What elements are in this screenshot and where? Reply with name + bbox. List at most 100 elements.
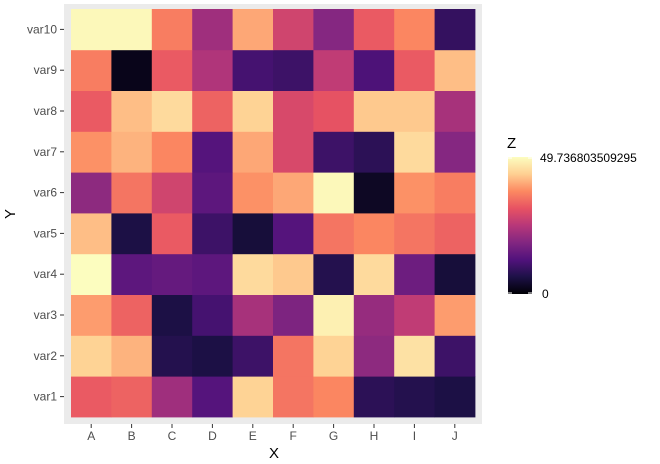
heatmap-cell-A-var6 (71, 172, 112, 214)
x-tick-label: D (208, 429, 217, 443)
y-tick-label: var7 (34, 145, 58, 159)
heatmap-cell-I-var9 (394, 49, 435, 91)
heatmap-cell-A-var4 (71, 253, 112, 295)
heatmap-cell-I-var5 (394, 213, 435, 255)
heatmap-cell-G-var8 (313, 90, 355, 132)
heatmap-cell-B-var9 (111, 49, 153, 91)
heatmap-cell-B-var4 (111, 253, 153, 295)
y-tick-label: var1 (34, 390, 58, 404)
heatmap-cell-F-var4 (273, 253, 314, 295)
y-tick-label: var9 (34, 63, 58, 77)
heatmap-cell-J-var5 (434, 213, 476, 255)
heatmap-cell-B-var6 (111, 172, 153, 214)
heatmap-cell-E-var1 (232, 376, 274, 418)
heatmap-cell-C-var2 (151, 335, 193, 377)
legend-min-label: 0 (542, 287, 549, 301)
x-tick-label: F (290, 429, 297, 443)
heatmap-cell-E-var8 (232, 90, 274, 132)
heatmap-cell-F-var5 (273, 213, 314, 255)
heatmap-cell-E-var10 (232, 9, 274, 51)
x-tick-label: J (452, 429, 458, 443)
heatmap-cell-D-var1 (192, 376, 233, 418)
heatmap-cell-I-var4 (394, 253, 435, 295)
heatmap-cell-C-var8 (151, 90, 193, 132)
heatmap-cell-C-var6 (151, 172, 193, 214)
heatmap-cell-D-var7 (192, 131, 233, 173)
y-tick-label: var10 (27, 22, 57, 36)
heatmap-cell-H-var5 (353, 213, 395, 255)
heatmap-cell-J-var6 (434, 172, 476, 214)
heatmap-cell-D-var4 (192, 253, 233, 295)
x-tick-label: H (370, 429, 379, 443)
heatmap-cell-F-var6 (273, 172, 314, 214)
legend: Z 49.736803509295 0 (507, 135, 637, 301)
heatmap-cell-G-var4 (313, 253, 355, 295)
x-axis: A B C D E F G H I J (87, 424, 458, 443)
heatmap-cell-A-var1 (71, 376, 112, 418)
heatmap-cell-B-var2 (111, 335, 153, 377)
heatmap-cell-F-var8 (273, 90, 314, 132)
heatmap-cell-J-var2 (434, 335, 476, 377)
heatmap-cell-H-var9 (353, 49, 395, 91)
heatmap-cells (71, 9, 476, 418)
heatmap-cell-G-var3 (313, 294, 355, 336)
heatmap-cell-D-var3 (192, 294, 233, 336)
heatmap-cell-E-var5 (232, 213, 274, 255)
heatmap-cell-C-var10 (151, 9, 193, 51)
heatmap-cell-H-var1 (353, 376, 395, 418)
heatmap-cell-F-var2 (273, 335, 314, 377)
heatmap-cell-J-var1 (434, 376, 476, 418)
heatmap-cell-A-var3 (71, 294, 112, 336)
x-tick-label: I (413, 429, 416, 443)
heatmap-cell-F-var3 (273, 294, 314, 336)
y-axis: var1 var2 var3 var4 var5 var6 var7 var8 var9 var1… (27, 22, 64, 404)
heatmap-cell-I-var2 (394, 335, 435, 377)
heatmap-cell-E-var2 (232, 335, 274, 377)
heatmap-cell-C-var4 (151, 253, 193, 295)
heatmap-cell-B-var7 (111, 131, 153, 173)
heatmap-cell-A-var5 (71, 213, 112, 255)
heatmap-cell-J-var3 (434, 294, 476, 336)
y-axis-title: Y (2, 209, 19, 219)
heatmap-cell-D-var9 (192, 49, 233, 91)
legend-max-label: 49.736803509295 (540, 151, 637, 165)
heatmap-cell-I-var6 (394, 172, 435, 214)
heatmap-cell-A-var10 (71, 9, 112, 51)
heatmap-cell-G-var1 (313, 376, 355, 418)
x-tick-label: G (329, 429, 338, 443)
y-tick-label: var3 (34, 308, 58, 322)
heatmap-cell-I-var3 (394, 294, 435, 336)
y-tick-label: var5 (34, 226, 58, 240)
heatmap-cell-C-var1 (151, 376, 193, 418)
x-tick-label: B (128, 429, 136, 443)
heatmap-cell-H-var6 (353, 172, 395, 214)
heatmap-cell-F-var9 (273, 49, 314, 91)
heatmap-cell-F-var10 (273, 9, 314, 51)
heatmap-cell-C-var5 (151, 213, 193, 255)
heatmap-cell-G-var5 (313, 213, 355, 255)
heatmap-cell-H-var10 (353, 9, 395, 51)
heatmap-cell-F-var1 (273, 376, 314, 418)
x-tick-label: E (249, 429, 257, 443)
heatmap-cell-H-var2 (353, 335, 395, 377)
heatmap-cell-D-var2 (192, 335, 233, 377)
heatmap-cell-G-var10 (313, 9, 355, 51)
heatmap-cell-E-var6 (232, 172, 274, 214)
heatmap-cell-G-var9 (313, 49, 355, 91)
heatmap-cell-G-var2 (313, 335, 355, 377)
heatmap-cell-B-var10 (111, 9, 153, 51)
heatmap-cell-I-var7 (394, 131, 435, 173)
heatmap-cell-A-var7 (71, 131, 112, 173)
heatmap-cell-G-var6 (313, 172, 355, 214)
heatmap-cell-C-var3 (151, 294, 193, 336)
heatmap-cell-C-var7 (151, 131, 193, 173)
x-tick-label: C (168, 429, 177, 443)
heatmap-cell-H-var3 (353, 294, 395, 336)
heatmap-cell-E-var7 (232, 131, 274, 173)
heatmap-cell-F-var7 (273, 131, 314, 173)
heatmap-cell-I-var10 (394, 9, 435, 51)
heatmap-cell-E-var3 (232, 294, 274, 336)
heatmap-cell-E-var9 (232, 49, 274, 91)
y-tick-label: var6 (34, 186, 58, 200)
